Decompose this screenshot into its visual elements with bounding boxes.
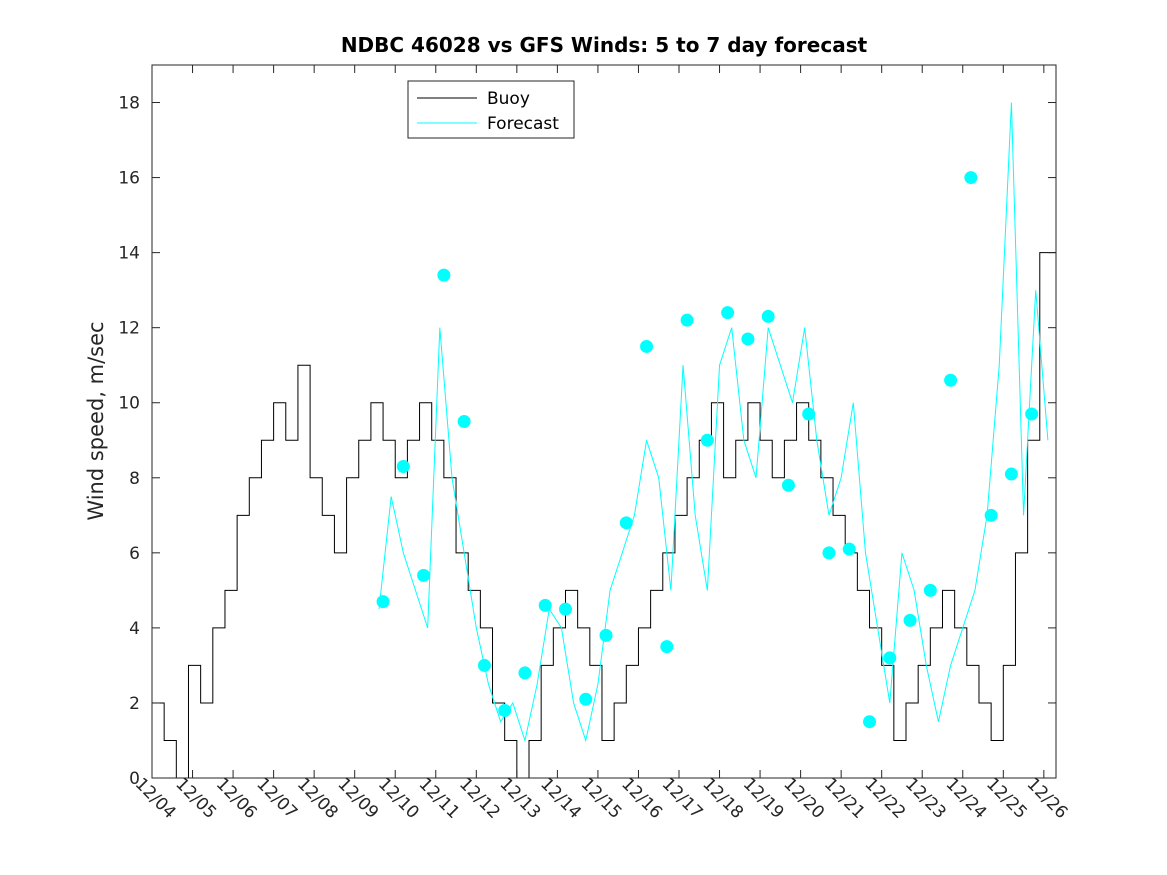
forecast-marker	[741, 332, 755, 346]
x-tick-label: 12/19	[739, 774, 788, 823]
x-tick-label: 12/10	[374, 774, 423, 823]
y-tick-label: 18	[118, 94, 140, 114]
x-tick-label: 12/11	[415, 774, 464, 823]
x-tick-label: 12/23	[901, 774, 950, 823]
y-axis: 0 2 4 6 8 10 12 14 16 18	[118, 94, 1056, 789]
x-tick-label: 12/24	[942, 774, 991, 823]
y-tick-label: 14	[118, 244, 140, 264]
plot-area	[152, 65, 1056, 778]
x-tick-label: 12/07	[252, 774, 301, 823]
x-tick-label: 12/22	[860, 774, 909, 823]
forecast-marker	[1004, 467, 1018, 481]
y-tick-label: 10	[118, 394, 140, 414]
x-tick-label: 12/08	[293, 774, 342, 823]
y-tick-label: 16	[118, 169, 140, 189]
forecast-marker	[802, 407, 816, 421]
forecast-marker	[883, 651, 897, 665]
x-tick-label: 12/13	[496, 774, 545, 823]
forecast-marker	[579, 692, 593, 706]
forecast-marker	[984, 508, 998, 522]
x-tick-label: 12/16	[617, 774, 666, 823]
x-tick-label: 12/25	[982, 774, 1031, 823]
x-tick-label: 12/26	[1023, 774, 1072, 823]
x-tick-label: 12/06	[212, 774, 261, 823]
y-tick-label: 8	[129, 469, 140, 489]
forecast-marker	[558, 602, 572, 616]
legend-buoy-label: Buoy	[487, 89, 530, 109]
x-tick-label: 12/15	[577, 774, 626, 823]
x-tick-label: 12/21	[820, 774, 869, 823]
forecast-marker	[417, 568, 431, 582]
x-tick-label: 12/05	[171, 774, 220, 823]
forecast-marker	[761, 309, 775, 323]
forecast-marker	[863, 715, 877, 729]
y-tick-label: 6	[129, 544, 140, 564]
forecast-marker	[903, 613, 917, 627]
forecast-marker	[700, 433, 714, 447]
forecast-marker	[498, 703, 512, 717]
y-tick-label: 0	[129, 769, 140, 789]
forecast-marker	[822, 546, 836, 560]
forecast-marker	[1025, 407, 1039, 421]
forecast-marker	[477, 658, 491, 672]
y-tick-label: 12	[118, 319, 140, 339]
forecast-marker	[619, 516, 633, 530]
y-tick-label: 4	[129, 619, 140, 639]
forecast-marker	[599, 628, 613, 642]
forecast-series-line	[378, 102, 1049, 743]
forecast-marker	[640, 339, 654, 353]
x-tick-label: 12/17	[658, 774, 707, 823]
y-axis-label: Wind speed, m/sec	[84, 321, 108, 520]
forecast-marker	[721, 306, 735, 320]
legend-forecast-label: Forecast	[487, 114, 559, 134]
x-tick-label: 12/09	[333, 774, 382, 823]
x-tick-label: 12/14	[536, 774, 585, 823]
forecast-marker	[518, 666, 532, 680]
legend: Buoy Forecast	[407, 80, 575, 139]
forecast-marker	[538, 598, 552, 612]
x-tick-label: 12/12	[455, 774, 504, 823]
plot-frame	[151, 64, 1057, 779]
forecast-marker	[376, 595, 390, 609]
forecast-marker	[437, 268, 451, 282]
buoy-series-line	[152, 102, 1057, 779]
forecast-marker	[842, 542, 856, 556]
x-tick-label: 12/18	[698, 774, 747, 823]
forecast-marker	[964, 171, 978, 185]
forecast-marker	[923, 583, 937, 597]
chart-title: NDBC 46028 vs GFS Winds: 5 to 7 day fore…	[341, 33, 868, 57]
legend-box	[407, 80, 575, 139]
x-tick-label: 12/04	[131, 774, 180, 823]
series-layer	[152, 102, 1057, 779]
forecast-marker	[396, 460, 410, 474]
x-tick-label: 12/20	[779, 774, 828, 823]
forecast-marker	[680, 313, 694, 327]
forecast-marker	[457, 415, 471, 428]
forecast-marker	[660, 640, 674, 654]
y-tick-label: 2	[129, 694, 140, 714]
forecast-marker	[781, 478, 795, 492]
forecast-marker	[944, 373, 958, 387]
